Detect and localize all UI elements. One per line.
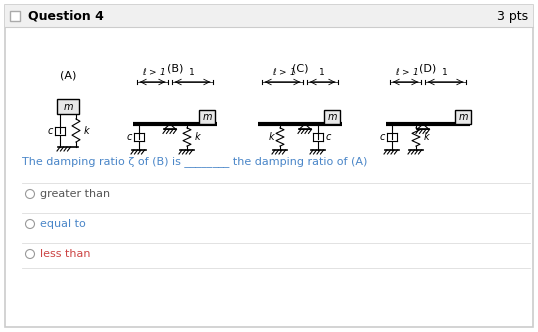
Bar bbox=[5, 5, 533, 27]
Text: m: m bbox=[202, 112, 212, 122]
Text: c: c bbox=[325, 132, 331, 142]
Text: less than: less than bbox=[40, 249, 90, 259]
Text: The damping ratio ζ of (B) is ________ the damping ratio of (A): The damping ratio ζ of (B) is ________ t… bbox=[22, 157, 367, 167]
Bar bbox=[199, 110, 215, 124]
Text: m: m bbox=[327, 112, 337, 122]
Circle shape bbox=[25, 250, 34, 259]
Bar bbox=[455, 110, 471, 124]
Text: equal to: equal to bbox=[40, 219, 86, 229]
Text: $\ell$ > 1: $\ell$ > 1 bbox=[395, 66, 418, 77]
Bar bbox=[57, 99, 79, 114]
Text: k: k bbox=[194, 132, 200, 142]
Bar bbox=[324, 110, 340, 124]
Text: 1: 1 bbox=[318, 68, 324, 77]
Text: m: m bbox=[458, 112, 468, 122]
Circle shape bbox=[25, 219, 34, 228]
Text: k: k bbox=[83, 126, 89, 136]
Text: $\ell$ > 1: $\ell$ > 1 bbox=[272, 66, 295, 77]
Text: (C): (C) bbox=[292, 63, 308, 73]
Text: c: c bbox=[47, 126, 53, 136]
Circle shape bbox=[25, 190, 34, 199]
Text: c: c bbox=[379, 132, 385, 142]
Text: (A): (A) bbox=[60, 70, 76, 80]
Text: k: k bbox=[423, 132, 429, 142]
Text: m: m bbox=[63, 102, 73, 112]
Text: c: c bbox=[126, 132, 132, 142]
Bar bbox=[10, 11, 20, 21]
Text: (B): (B) bbox=[167, 63, 183, 73]
Text: 1: 1 bbox=[189, 68, 194, 77]
Text: greater than: greater than bbox=[40, 189, 110, 199]
Text: (D): (D) bbox=[420, 63, 437, 73]
Text: Question 4: Question 4 bbox=[28, 10, 104, 23]
Text: 1: 1 bbox=[442, 68, 448, 77]
Text: 3 pts: 3 pts bbox=[497, 10, 528, 23]
Text: k: k bbox=[268, 132, 274, 142]
Text: $\ell$ > 1: $\ell$ > 1 bbox=[141, 66, 165, 77]
